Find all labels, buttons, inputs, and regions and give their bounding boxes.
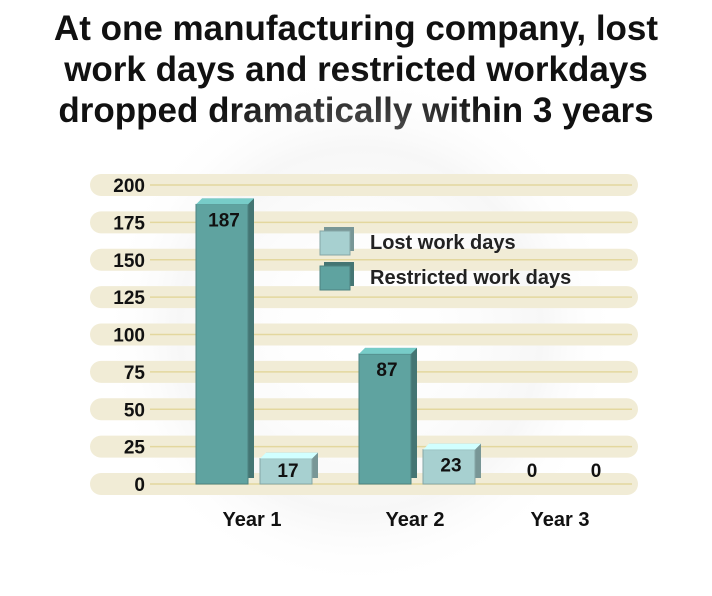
chart-title: At one manufacturing company, lost work … [0,8,712,131]
data-label: 0 [527,461,538,482]
y-tick-label: 75 [124,363,146,384]
legend: Lost work days Restricted work days [319,227,571,291]
data-label: 187 [208,210,240,231]
x-axis-categories: Year 1 Year 2 Year 3 [223,509,590,531]
x-category-label: Year 2 [386,509,445,531]
x-category-label: Year 1 [223,509,282,531]
y-tick-label: 125 [113,288,145,309]
legend-label: Lost work days [370,232,516,254]
data-labels: 187 17 87 23 0 0 [208,210,601,482]
data-label: 17 [277,461,298,482]
y-axis-ticks: 0 25 50 75 100 125 150 175 200 [113,176,145,496]
y-tick-label: 0 [134,475,145,496]
bar [358,347,417,485]
data-label: 23 [440,456,461,477]
legend-swatch [319,262,354,291]
y-tick-label: 150 [113,251,145,272]
legend-swatch [319,227,354,256]
bar [195,198,254,485]
title-line-1: At one manufacturing company, lost [53,9,659,48]
bars [195,198,481,485]
y-tick-label: 25 [124,438,146,459]
y-tick-label: 100 [113,326,145,347]
data-label: 0 [591,461,602,482]
bar [422,443,481,485]
data-label: 87 [376,360,397,381]
bar [259,452,318,485]
y-tick-label: 175 [113,213,145,234]
legend-label: Restricted work days [370,267,571,289]
x-category-label: Year 3 [531,509,590,531]
y-tick-label: 200 [113,176,145,197]
y-tick-label: 50 [124,400,145,421]
